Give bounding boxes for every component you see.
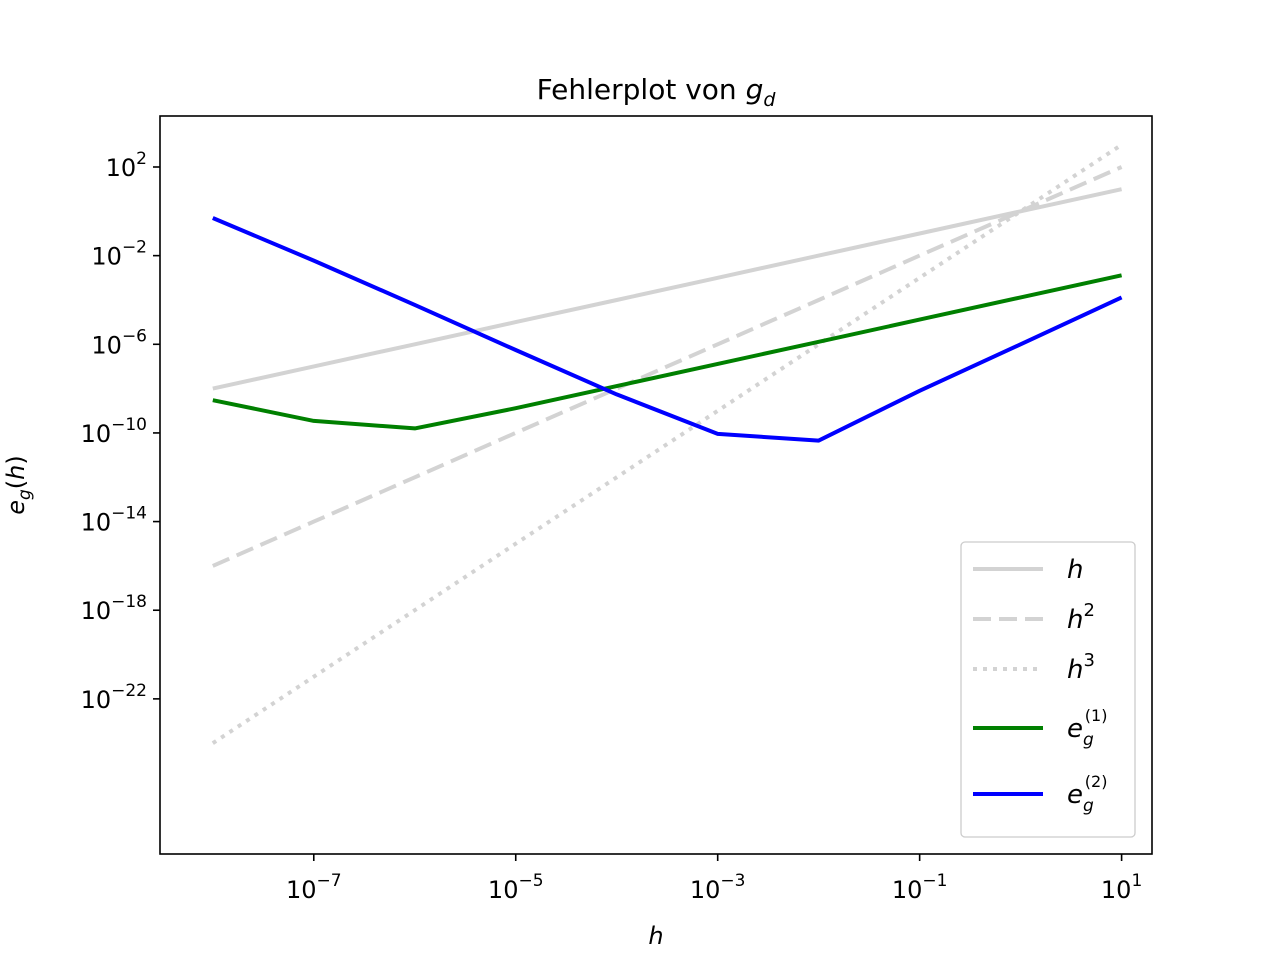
plot-frame bbox=[159, 115, 1153, 855]
legend-label-h3: h3 bbox=[1067, 650, 1095, 685]
y-tick-label: 10−2 bbox=[91, 238, 147, 271]
series-line-h2 bbox=[211, 165, 1123, 568]
y-tick-label: 10−14 bbox=[81, 504, 147, 537]
x-tick-label: 10−3 bbox=[690, 871, 746, 904]
series-line-h bbox=[212, 187, 1123, 391]
series-layer bbox=[211, 143, 1123, 745]
y-tick-label: 10−18 bbox=[81, 592, 147, 625]
series-line-eg1 bbox=[212, 273, 1123, 431]
x-tick-label: 10−5 bbox=[488, 871, 544, 904]
legend-label-eg2: eg(2) bbox=[1067, 772, 1107, 816]
ticks-layer: 10−7 10−5 10−3 10−1 101 102 10−2 10−6 10−10 10−14… bbox=[81, 149, 1143, 904]
y-tick-label: 10−6 bbox=[91, 326, 147, 359]
x-axis-label: h bbox=[648, 922, 663, 950]
x-tick-label: 10−7 bbox=[286, 871, 342, 904]
legend-label-h2: h2 bbox=[1067, 600, 1095, 635]
chart-title: Fehlerplot von gd bbox=[537, 73, 777, 111]
series-line-h3 bbox=[211, 143, 1123, 745]
legend-box bbox=[960, 541, 1136, 838]
legend-label-h: h bbox=[1067, 555, 1083, 585]
legend: h h2 h3 eg(1) eg(2) bbox=[960, 541, 1136, 838]
legend-label-eg1: eg(1) bbox=[1067, 706, 1107, 750]
series-line-eg2 bbox=[212, 216, 1123, 443]
y-tick-label: 10−10 bbox=[81, 415, 147, 448]
y-tick-label: 102 bbox=[106, 149, 147, 182]
y-tick-label: 10−22 bbox=[81, 681, 147, 714]
x-tick-label: 10−1 bbox=[892, 871, 948, 904]
y-axis-label: eg(h) bbox=[2, 455, 35, 515]
x-tick-label: 101 bbox=[1101, 871, 1142, 904]
